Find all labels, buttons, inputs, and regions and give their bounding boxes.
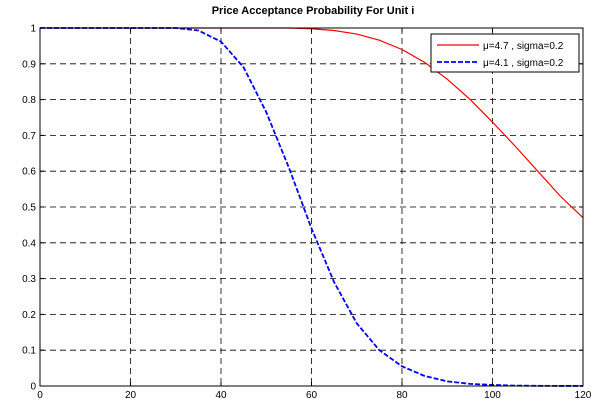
x-axis-ticks: 0 20 40 60 80 100 120 [37,28,591,400]
x-tick-label: 100 [484,390,501,400]
legend-box [430,33,580,73]
grid-lines [40,28,583,386]
y-tick-label: 1 [30,24,36,35]
y-tick-label: 0.7 [22,131,36,142]
y-tick-label: 0.1 [22,346,36,357]
y-tick-label: 0.3 [22,274,36,285]
y-tick-label: 0.9 [22,59,36,70]
y-tick-label: 0.8 [22,95,36,106]
legend: μ=4.7 , sigma=0.2 μ=4.1 , sigma=0.2 [430,33,580,73]
x-tick-label: 20 [125,390,137,400]
y-tick-label: 0.4 [22,238,36,249]
x-tick-label: 40 [215,390,227,400]
y-tick-label: 0.5 [22,203,36,214]
legend-label-series-1: μ=4.7 , sigma=0.2 [483,41,564,52]
x-tick-label: 80 [396,390,408,400]
y-tick-label: 0.2 [22,310,36,321]
y-tick-label: 0.6 [22,167,36,178]
y-axis-ticks: 0 0.1 0.2 0.3 0.4 0.5 0.6 0.7 0.8 0.9 1 [22,24,583,393]
x-tick-label: 0 [37,390,43,400]
legend-label-series-2: μ=4.1 , sigma=0.2 [483,58,564,69]
chart-title: Price Acceptance Probability For Unit i [212,5,415,17]
x-tick-label: 60 [306,390,318,400]
y-tick-label: 0 [30,382,36,393]
x-tick-label: 120 [575,390,591,400]
series-line-2 [40,27,584,387]
